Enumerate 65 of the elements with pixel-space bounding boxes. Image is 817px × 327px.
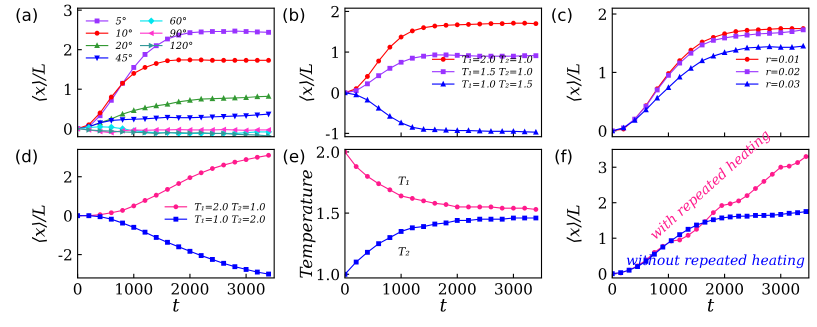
y-tick-label: 1 bbox=[600, 232, 606, 244]
legend-label: T₁=1.0 T₂=2.0 bbox=[194, 215, 265, 223]
y-tick-label: 0 bbox=[331, 87, 340, 99]
legend-label: T₁=1.0 T₂=1.5 bbox=[462, 80, 532, 88]
legend-label: T₁=1.5 T₂=1.0 bbox=[462, 68, 532, 76]
legend-label: 5° bbox=[116, 17, 126, 24]
y-tick-label: 3 bbox=[64, 4, 72, 16]
y-tick-label: 0 bbox=[598, 125, 606, 137]
x-tick-label: 2000 bbox=[706, 283, 744, 295]
x-tick-label: 1000 bbox=[384, 283, 420, 295]
chart-title: (a) bbox=[16, 8, 37, 24]
x-axis-title: t bbox=[440, 299, 447, 312]
chart-title: (d) bbox=[16, 149, 37, 164]
y-tick-label: -2 bbox=[58, 249, 72, 260]
y-tick-label: 2 bbox=[331, 6, 339, 18]
legend-label: r=0.02 bbox=[766, 68, 800, 76]
legend-label: 90° bbox=[170, 29, 186, 37]
legend-label: 20° bbox=[115, 42, 132, 50]
y-tick-label: 1 bbox=[332, 46, 338, 58]
x-tick-label: 3000 bbox=[228, 283, 265, 295]
y-axis-title: Temperature bbox=[300, 170, 316, 278]
legend-label: 10° bbox=[116, 29, 132, 37]
y-axis-title: ⟨x⟩/L bbox=[32, 205, 47, 242]
x-tick-label: 1000 bbox=[650, 283, 687, 295]
x-tick-label: 2000 bbox=[172, 283, 208, 295]
y-tick-label: 2 bbox=[64, 44, 72, 56]
y-tick-label: 1 bbox=[64, 84, 71, 96]
y-tick-label: 3 bbox=[598, 162, 606, 174]
legend-label: T₁=2.0 T₂=1.0 bbox=[462, 56, 532, 63]
y-tick-label: 2.0 bbox=[316, 146, 340, 158]
x-tick-label: 3000 bbox=[495, 283, 532, 295]
y-axis-title: ⟨x⟩/L bbox=[299, 64, 314, 101]
y-axis-title: ⟨x⟩/L bbox=[32, 64, 47, 101]
legend-label: 60° bbox=[170, 17, 186, 24]
legend-label: r=0.03 bbox=[766, 80, 800, 88]
x-tick-label: 0 bbox=[74, 283, 82, 295]
y-tick-label: 0 bbox=[64, 210, 72, 222]
y-tick-label: 1 bbox=[600, 66, 606, 78]
y-tick-label: 1.0 bbox=[318, 268, 340, 280]
legend-label: 45° bbox=[116, 54, 132, 62]
x-axis-title: t bbox=[708, 299, 714, 312]
annotation: T₁ bbox=[398, 176, 409, 185]
chart-title: (b) bbox=[283, 8, 304, 24]
y-tick-label: 0 bbox=[598, 268, 606, 280]
x-axis-title: t bbox=[173, 299, 180, 312]
x-tick-label: 1000 bbox=[116, 283, 152, 295]
x-tick-label: 0 bbox=[341, 283, 349, 295]
legend-label: T₁=2.0 T₂=1.0 bbox=[194, 203, 265, 210]
x-tick-label: 0 bbox=[608, 283, 616, 295]
chart-title: (c) bbox=[552, 8, 572, 24]
chart-title: (f) bbox=[556, 149, 572, 164]
y-tick-label: 2 bbox=[64, 171, 72, 183]
legend-label: r=0.01 bbox=[766, 56, 798, 63]
annotation: T₂ bbox=[398, 247, 410, 256]
y-tick-label: -1 bbox=[326, 128, 338, 140]
x-tick-label: 2000 bbox=[438, 283, 476, 295]
y-tick-label: 2 bbox=[598, 197, 606, 209]
chart-title: (e) bbox=[284, 150, 304, 164]
y-tick-label: 1.5 bbox=[318, 208, 339, 220]
y-axis-title: ⟨x⟩/L bbox=[566, 205, 582, 242]
legend-label: 120° bbox=[170, 42, 192, 50]
y-tick-label: 0 bbox=[64, 123, 72, 135]
x-tick-label: 3000 bbox=[762, 283, 800, 295]
y-tick-label: 2 bbox=[598, 8, 606, 20]
y-axis-title: ⟨x⟩/L bbox=[566, 64, 582, 101]
